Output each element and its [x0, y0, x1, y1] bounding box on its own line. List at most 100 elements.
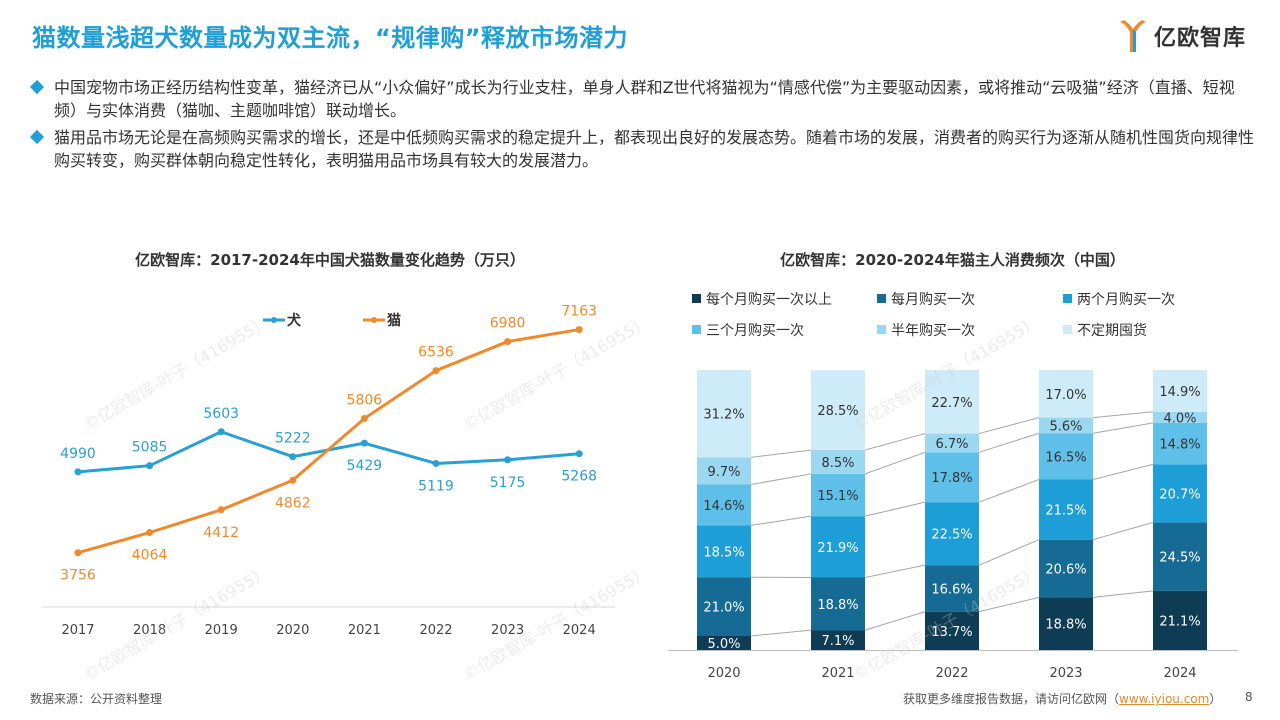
x-tick-label: 2023	[491, 623, 524, 638]
x-tick-label: 2022	[935, 666, 968, 681]
data-label: 31.2%	[703, 408, 744, 423]
legend-swatch	[1063, 325, 1072, 334]
data-label: 5.6%	[1049, 419, 1082, 434]
data-label: 5806	[347, 392, 383, 408]
legend-label: 每个月购买一次以上	[706, 292, 832, 308]
footer-prefix: 获取更多维度报告数据，请访问亿欧网（	[903, 692, 1120, 706]
data-point	[432, 459, 440, 467]
bar-segment	[1153, 411, 1207, 423]
data-point	[360, 414, 368, 422]
data-label: 21.0%	[703, 601, 744, 616]
connector-line	[978, 417, 1040, 435]
connector-line	[750, 515, 812, 526]
legend-swatch	[692, 325, 701, 334]
bar-segment	[925, 502, 979, 566]
data-point	[217, 506, 225, 514]
connector-line	[750, 449, 812, 458]
bar-segment	[1153, 422, 1207, 465]
data-label: 7163	[561, 304, 597, 320]
bar-segment	[925, 452, 979, 503]
connector-line	[864, 501, 926, 517]
x-tick-label: 2020	[707, 666, 740, 681]
bar-segment	[925, 611, 979, 650]
legend-swatch	[692, 294, 701, 303]
x-tick-label: 2022	[419, 623, 452, 638]
bar-segment	[1153, 522, 1207, 591]
data-label: 9.7%	[707, 465, 740, 480]
data-point	[504, 338, 512, 346]
data-label: 8.5%	[821, 456, 854, 471]
legend-swatch	[877, 294, 886, 303]
data-label: 4064	[132, 548, 168, 564]
legend-label: 犬	[287, 312, 302, 329]
bullet-list: 中国宠物市场正经历结构性变革，猫经济已从“小众偏好”成长为行业支柱，单身人群和Z…	[29, 76, 1255, 176]
bar-segment	[697, 484, 751, 526]
data-label: 24.5%	[1159, 551, 1200, 566]
bullet-text: 猫用品市场无论是在高频购买需求的增长，还是中低频购买需求的稳定提升上，都表现出良…	[54, 128, 1255, 170]
data-source: 数据来源：公开资料整理	[30, 692, 163, 706]
data-label: 18.8%	[817, 598, 858, 613]
legend-label: 三个月购买一次	[706, 323, 804, 339]
data-label: 5085	[132, 440, 168, 456]
x-tick-label: 2023	[1049, 666, 1082, 681]
connector-line	[978, 479, 1040, 503]
bar-segment	[925, 433, 979, 453]
data-point	[432, 367, 440, 375]
connector-line	[1092, 521, 1154, 541]
data-label: 7.1%	[821, 634, 854, 649]
data-label: 5.0%	[707, 637, 740, 652]
data-label: 20.6%	[1045, 563, 1086, 578]
x-tick-label: 2018	[133, 623, 166, 638]
bar-segment	[1153, 590, 1207, 650]
bar-segment	[925, 565, 979, 612]
connector-line	[864, 611, 926, 631]
data-label: 3756	[60, 568, 96, 584]
x-tick-label: 2021	[821, 666, 854, 681]
data-label: 5222	[275, 431, 311, 447]
data-label: 13.7%	[931, 625, 972, 640]
connector-line	[978, 432, 1040, 453]
bar-segment	[811, 577, 865, 631]
bar-segment	[811, 630, 865, 650]
logo-text: 亿欧智库	[1154, 26, 1247, 51]
bar-segment	[1039, 370, 1093, 418]
legend-label: 两个月购买一次	[1077, 292, 1175, 308]
legend-label: 每月购买一次	[891, 292, 975, 308]
data-label: 17.0%	[1045, 388, 1086, 403]
connector-line	[1092, 422, 1154, 434]
page-title: 猫数量浅超犬数量成为双主流，“规律购”释放市场潜力	[32, 24, 629, 52]
data-label: 4.0%	[1163, 411, 1196, 426]
data-label: 16.5%	[1045, 450, 1086, 465]
footer-note: 获取更多维度报告数据，请访问亿欧网（www.iyiou.com）	[903, 690, 1221, 707]
website-link[interactable]: www.iyiou.com	[1119, 692, 1210, 706]
data-label: 21.5%	[1045, 504, 1086, 519]
bar-segment	[697, 577, 751, 636]
legend-swatch	[877, 325, 886, 334]
data-point	[217, 428, 225, 436]
data-label: 5429	[347, 458, 383, 474]
data-label: 14.9%	[1159, 385, 1200, 400]
bar-segment	[697, 370, 751, 458]
bar-segment	[1039, 597, 1093, 650]
legend-label: 半年购买一次	[891, 323, 975, 339]
connector-line	[864, 451, 926, 475]
connector-line	[750, 473, 812, 486]
data-point	[360, 439, 368, 447]
data-label: 14.6%	[703, 499, 744, 514]
data-label: 20.7%	[1159, 487, 1200, 502]
data-point	[575, 450, 583, 458]
data-label: 17.8%	[931, 471, 972, 486]
x-tick-label: 2024	[563, 623, 596, 638]
bar-segment	[811, 370, 865, 451]
series-line-cat	[77, 328, 580, 555]
data-label: 22.7%	[931, 396, 972, 411]
x-tick-label: 2019	[205, 623, 238, 638]
bar-segment	[925, 370, 979, 434]
data-label: 4990	[60, 446, 96, 462]
connector-line	[978, 596, 1040, 613]
chart-title: 亿欧智库：2020-2024年猫主人消费频次（中国）	[780, 251, 1125, 269]
data-label: 16.6%	[931, 582, 972, 597]
legend-marker	[371, 317, 377, 323]
